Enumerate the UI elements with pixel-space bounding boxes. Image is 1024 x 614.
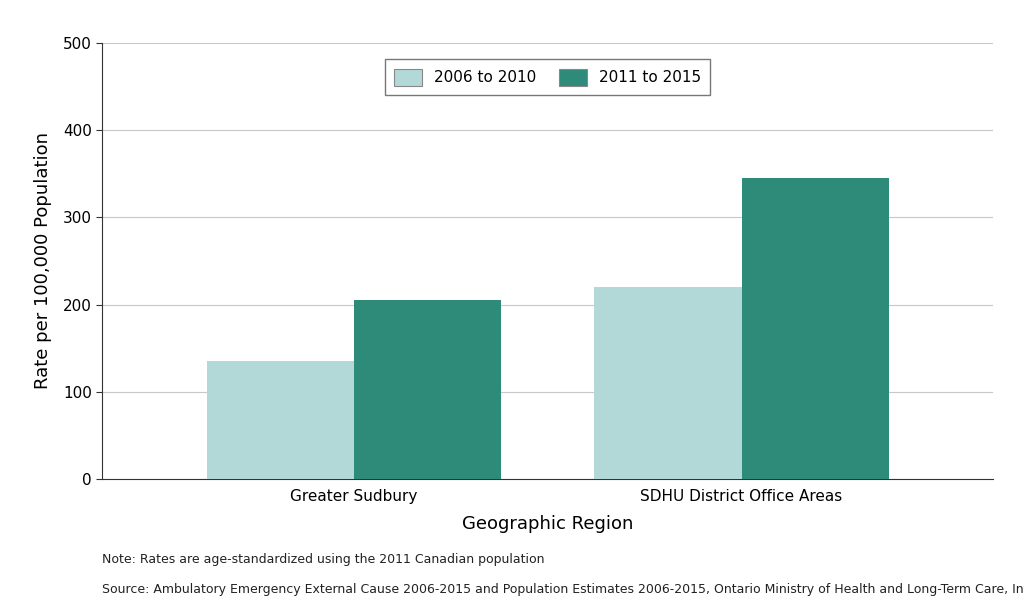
Bar — [207, 361, 354, 479]
Legend: 2006 to 2010, 2011 to 2015: 2006 to 2010, 2011 to 2015 — [385, 60, 711, 95]
Bar — [594, 287, 741, 479]
Text: Note: Rates are age-standardized using the 2011 Canadian population: Note: Rates are age-standardized using t… — [102, 553, 545, 565]
Bar — [354, 300, 502, 479]
Y-axis label: Rate per 100,000 Population: Rate per 100,000 Population — [34, 133, 52, 389]
X-axis label: Geographic Region: Geographic Region — [462, 515, 634, 533]
Text: Source: Ambulatory Emergency External Cause 2006-2015 and Population Estimates 2: Source: Ambulatory Emergency External Ca… — [102, 583, 1024, 596]
Bar — [741, 178, 889, 479]
